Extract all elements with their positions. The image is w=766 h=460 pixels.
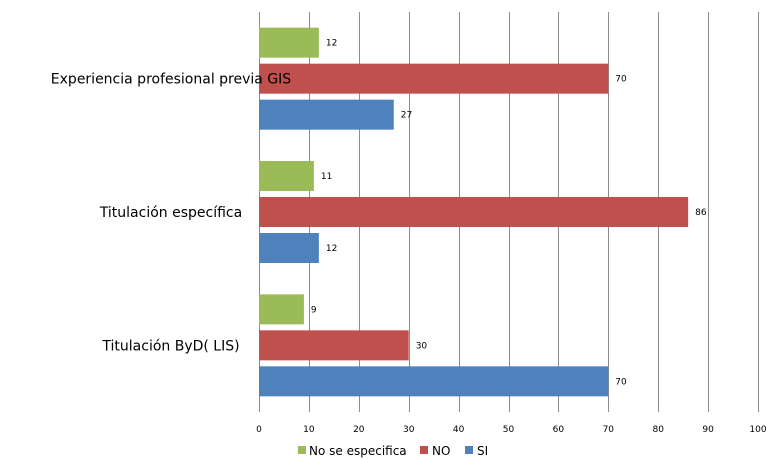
data-label: 12 <box>326 244 337 254</box>
x-tick-label: 70 <box>603 425 615 435</box>
legend-label: SI <box>477 444 488 458</box>
data-label: 12 <box>326 39 337 49</box>
bar <box>259 366 609 397</box>
x-tick-label: 100 <box>749 425 766 435</box>
bar <box>259 197 689 227</box>
bar <box>259 99 394 130</box>
x-tick-label: 10 <box>303 425 315 435</box>
legend-label: No se especifica <box>309 444 407 458</box>
data-label: 27 <box>401 111 412 121</box>
x-tick-label: 60 <box>553 425 565 435</box>
category-label: Titulación ByD( LIS) <box>101 338 239 354</box>
category-label: Titulación específica <box>99 205 242 221</box>
bar <box>259 330 409 361</box>
category-label: Experiencia profesional previa GIS <box>51 72 291 88</box>
x-tick-label: 50 <box>503 425 515 435</box>
category-labels: Titulación ByD( LIS) Titulación específic… <box>51 72 291 355</box>
x-tick-label: 30 <box>403 425 415 435</box>
x-tick-label: 40 <box>453 425 465 435</box>
bar <box>259 63 609 94</box>
bars <box>259 27 689 397</box>
x-tick-label: 90 <box>702 425 714 435</box>
bar <box>259 294 304 325</box>
legend-swatch <box>298 446 306 454</box>
x-tick-label: 0 <box>256 425 262 435</box>
legend-swatch <box>465 446 473 454</box>
data-label: 30 <box>416 341 428 351</box>
data-label: 70 <box>615 377 627 387</box>
legend-swatch <box>420 446 428 454</box>
legend: No se especifica NO SI <box>298 444 488 458</box>
legend-label: NO <box>432 444 450 458</box>
data-label: 86 <box>695 208 707 218</box>
data-labels: 70 30 9 12 86 11 27 70 12 <box>311 39 707 388</box>
data-label: 70 <box>615 75 627 85</box>
bar <box>259 233 319 263</box>
x-axis-ticks: 0 10 20 30 40 50 60 70 80 90 100 <box>256 425 766 435</box>
data-label: 11 <box>321 172 332 182</box>
bar <box>259 27 319 58</box>
bar <box>259 161 314 191</box>
x-tick-label: 20 <box>353 425 365 435</box>
x-tick-label: 80 <box>652 425 664 435</box>
data-label: 9 <box>311 305 317 315</box>
